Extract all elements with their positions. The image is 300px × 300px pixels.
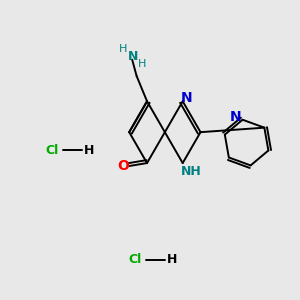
Text: NH: NH [181, 165, 201, 178]
Text: O: O [117, 159, 129, 173]
Text: Cl: Cl [128, 254, 142, 266]
Text: H: H [84, 143, 94, 157]
Text: H: H [118, 44, 127, 54]
Text: N: N [230, 110, 242, 124]
Text: Cl: Cl [45, 143, 58, 157]
Text: H: H [167, 254, 178, 266]
Text: N: N [128, 50, 138, 63]
Text: N: N [180, 91, 192, 105]
Text: H: H [137, 59, 146, 69]
